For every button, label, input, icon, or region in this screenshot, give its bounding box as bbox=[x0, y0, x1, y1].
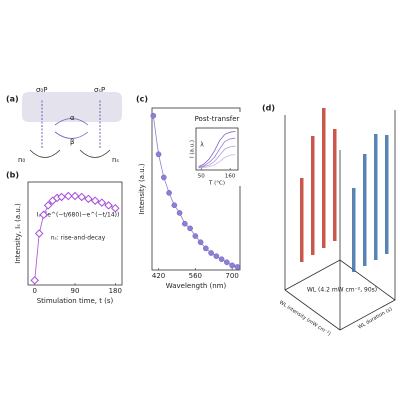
marker bbox=[39, 210, 48, 220]
marker bbox=[197, 239, 204, 246]
axis-label: WL duration (s) bbox=[357, 306, 393, 330]
annotation: λ bbox=[200, 142, 204, 149]
x-tick-label: 0 bbox=[32, 287, 36, 295]
marker bbox=[104, 201, 113, 210]
annotation: Iₛ∝(e^(−t/680)−e^(−t/14)) bbox=[37, 212, 120, 219]
x-tick-label: 50 bbox=[198, 174, 205, 180]
panel-label: (c) bbox=[136, 95, 148, 104]
bar bbox=[385, 135, 389, 254]
marker bbox=[192, 233, 199, 239]
marker bbox=[224, 259, 230, 266]
marker bbox=[64, 191, 73, 201]
wells bbox=[29, 149, 111, 158]
marker bbox=[43, 201, 53, 210]
panel-label: (d) bbox=[262, 104, 275, 113]
line bbox=[198, 145, 236, 169]
marker bbox=[155, 151, 162, 158]
marker bbox=[77, 192, 86, 202]
label: α bbox=[70, 114, 75, 122]
x-tick-label: 160 bbox=[225, 174, 236, 180]
marker bbox=[234, 264, 241, 270]
bar bbox=[311, 136, 315, 255]
walls bbox=[284, 110, 396, 331]
marker bbox=[187, 225, 193, 232]
bar bbox=[363, 154, 367, 266]
annotation: nₛ: rise-and-decay bbox=[51, 235, 106, 242]
label: n₀ bbox=[18, 156, 25, 164]
x-tick-label: 560 bbox=[189, 272, 202, 280]
marker bbox=[30, 276, 39, 285]
center-label: WL (4.2 mW cm⁻², 90s) bbox=[307, 287, 377, 294]
marker bbox=[57, 192, 66, 202]
line bbox=[198, 130, 236, 168]
line bbox=[198, 154, 236, 169]
marker bbox=[161, 174, 167, 181]
transitions bbox=[41, 100, 101, 148]
bar bbox=[374, 134, 378, 260]
x-tick-label: 180 bbox=[109, 287, 122, 295]
bar bbox=[333, 129, 337, 241]
y-axis-label: Intensity, Iₛ (a.u.) bbox=[14, 203, 22, 264]
label: σₛP bbox=[94, 86, 105, 94]
y-axis-label: Intensity (a.u.) bbox=[138, 163, 146, 215]
label: σ₀P bbox=[36, 86, 47, 94]
marker bbox=[70, 191, 80, 201]
label: nₛ bbox=[112, 156, 119, 164]
marker bbox=[203, 245, 209, 252]
inset-title: Post-transfer bbox=[195, 115, 240, 123]
marker bbox=[218, 256, 225, 263]
marker bbox=[90, 196, 100, 205]
marker bbox=[166, 190, 172, 196]
marker bbox=[111, 203, 120, 213]
plot-frame bbox=[151, 107, 241, 271]
x-tick-label: 700 bbox=[225, 272, 238, 280]
bar bbox=[352, 188, 356, 272]
marker bbox=[176, 210, 183, 216]
marker bbox=[84, 194, 93, 204]
marker bbox=[229, 262, 235, 269]
y-axis-label: I (a.u.) bbox=[190, 140, 196, 158]
panel-label: (b) bbox=[6, 171, 19, 180]
plot-frame bbox=[195, 127, 239, 171]
x-tick-label: 420 bbox=[152, 272, 165, 280]
line bbox=[198, 137, 236, 168]
marker bbox=[182, 220, 188, 227]
marker bbox=[150, 112, 157, 119]
x-axis-label: Wavelength (nm) bbox=[166, 282, 227, 290]
bar bbox=[300, 178, 304, 262]
inset-bg bbox=[184, 112, 242, 186]
bar bbox=[322, 108, 326, 248]
x-axis-label: T (°C) bbox=[208, 181, 225, 187]
band bbox=[22, 92, 122, 122]
marker bbox=[97, 198, 107, 207]
marker bbox=[213, 253, 220, 259]
marker bbox=[34, 229, 44, 238]
x-tick-label: 90 bbox=[71, 287, 80, 295]
label: β bbox=[70, 138, 74, 146]
marker bbox=[208, 250, 214, 256]
arrows bbox=[54, 118, 89, 139]
x-axis-label: Stimulation time, t (s) bbox=[37, 297, 114, 305]
panel-label: (a) bbox=[6, 95, 19, 104]
marker bbox=[171, 202, 178, 208]
